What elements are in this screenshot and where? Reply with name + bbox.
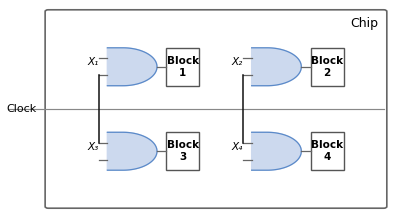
Text: X₁: X₁ — [88, 57, 99, 67]
Bar — [166, 48, 199, 86]
Polygon shape — [107, 132, 157, 170]
Bar — [166, 132, 199, 170]
Text: X₃: X₃ — [88, 142, 99, 152]
Polygon shape — [252, 132, 301, 170]
Text: X₂: X₂ — [232, 57, 243, 67]
Text: Block
3: Block 3 — [167, 140, 199, 162]
Text: Chip: Chip — [350, 17, 378, 30]
Polygon shape — [252, 48, 301, 86]
FancyBboxPatch shape — [45, 10, 387, 208]
Bar — [310, 132, 344, 170]
Text: Block
2: Block 2 — [311, 56, 343, 78]
Polygon shape — [107, 48, 157, 86]
Text: X₄: X₄ — [232, 142, 243, 152]
Bar — [310, 48, 344, 86]
Text: Clock: Clock — [6, 104, 36, 114]
Text: Block
1: Block 1 — [167, 56, 199, 78]
Text: Block
4: Block 4 — [311, 140, 343, 162]
